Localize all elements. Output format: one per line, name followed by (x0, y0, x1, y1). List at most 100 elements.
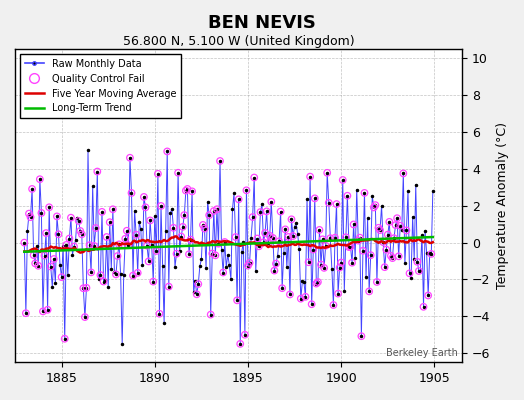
Point (213, 206, 221, 212)
Point (356, 234, 364, 241)
Point (250, 174, 258, 181)
Point (261, 230, 269, 236)
Point (174, 170, 182, 176)
Point (332, 201, 341, 207)
Point (81, 314, 89, 320)
Point (45, 204, 53, 210)
Point (354, 238, 363, 244)
Point (388, 255, 397, 261)
Point (395, 253, 403, 260)
Point (323, 170, 331, 176)
Point (311, 195, 319, 202)
Point (216, 158, 224, 164)
Point (93, 168, 102, 175)
Point (155, 310, 163, 317)
Point (289, 233, 297, 239)
Point (42, 230, 50, 236)
Point (43, 306, 52, 313)
Point (152, 248, 160, 254)
Point (60, 336, 69, 342)
Point (359, 248, 367, 254)
Point (267, 198, 276, 205)
Point (37, 210, 46, 216)
Point (78, 231, 86, 238)
Point (146, 217, 155, 224)
Point (87, 269, 95, 276)
Point (371, 202, 379, 208)
Point (365, 288, 373, 294)
Point (54, 231, 63, 238)
Point (82, 285, 91, 291)
Point (50, 256, 58, 262)
Point (211, 252, 220, 258)
Point (70, 243, 78, 250)
Point (123, 228, 131, 234)
Point (40, 252, 49, 259)
Point (199, 222, 207, 228)
Point (253, 235, 261, 242)
Point (180, 212, 189, 218)
Point (334, 290, 342, 297)
Point (85, 242, 94, 248)
Point (219, 269, 227, 276)
Point (317, 261, 325, 268)
Point (304, 259, 313, 266)
Point (169, 225, 178, 231)
Point (326, 235, 334, 241)
Point (379, 239, 387, 245)
Point (31, 260, 39, 266)
Point (113, 253, 122, 259)
Point (36, 176, 44, 182)
Text: Berkeley Earth: Berkeley Earth (386, 348, 458, 358)
Point (324, 200, 333, 206)
Point (373, 279, 381, 285)
Point (172, 250, 181, 257)
Point (308, 301, 316, 308)
Point (297, 296, 305, 302)
Point (272, 260, 280, 267)
Point (187, 236, 195, 243)
Point (208, 250, 216, 257)
Point (427, 251, 435, 257)
Point (20, 240, 28, 246)
Point (163, 148, 171, 155)
Point (236, 341, 244, 347)
Point (256, 209, 265, 215)
Point (39, 308, 47, 314)
Point (382, 246, 390, 253)
Point (234, 196, 243, 202)
Point (396, 222, 405, 229)
Point (366, 252, 375, 258)
Point (58, 274, 66, 280)
Point (232, 234, 240, 240)
Point (67, 214, 75, 221)
Point (387, 253, 395, 259)
Point (74, 218, 83, 224)
Point (127, 190, 136, 196)
Text: BEN NEVIS: BEN NEVIS (208, 14, 316, 32)
Point (369, 204, 378, 211)
Point (419, 304, 428, 310)
Point (337, 259, 345, 266)
Point (26, 214, 35, 220)
Point (277, 208, 285, 215)
Point (129, 272, 137, 279)
Y-axis label: Temperature Anomaly (°C): Temperature Anomaly (°C) (496, 122, 509, 289)
Point (263, 208, 271, 214)
Point (103, 234, 111, 240)
Point (348, 260, 356, 266)
Point (321, 242, 330, 249)
Point (385, 219, 394, 225)
Point (76, 228, 84, 234)
Point (121, 236, 129, 242)
Point (346, 244, 355, 250)
Point (53, 213, 61, 220)
Point (315, 227, 324, 233)
Point (28, 186, 36, 192)
Point (233, 297, 242, 304)
Point (391, 222, 400, 228)
Point (357, 333, 366, 339)
Point (393, 215, 401, 222)
Point (206, 312, 215, 318)
Point (221, 239, 229, 245)
